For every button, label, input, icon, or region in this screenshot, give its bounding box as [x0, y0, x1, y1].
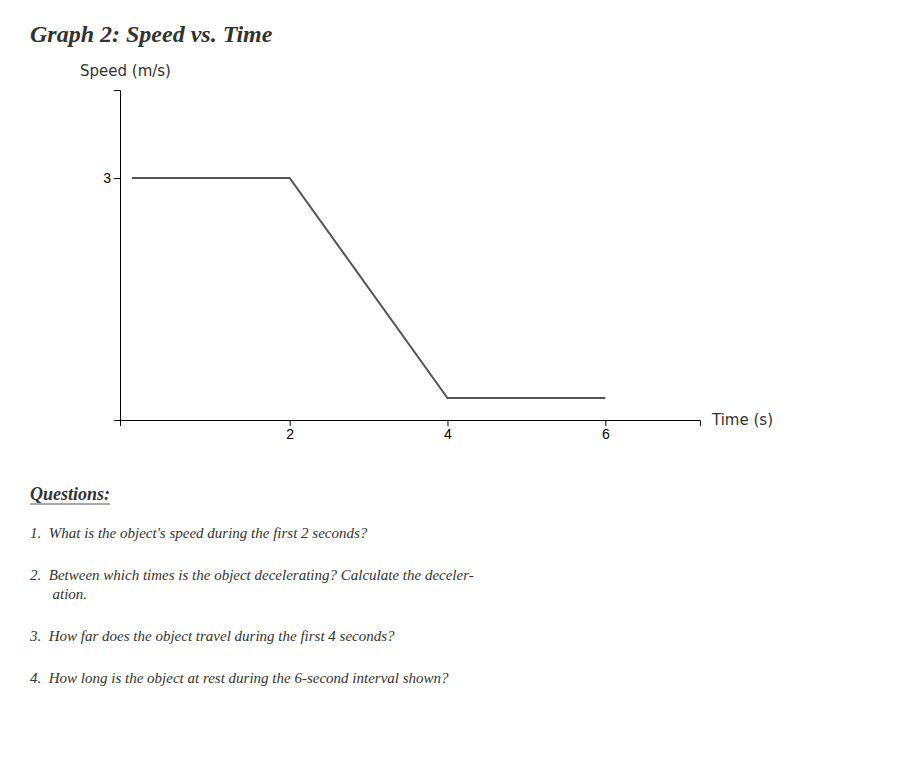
y-tick: 3 — [103, 170, 120, 186]
questions-heading: Questions: — [30, 484, 110, 504]
x-tick: 6 — [602, 420, 610, 442]
question: 4. How long is the object at rest during… — [30, 670, 449, 686]
question: 2. Between which times is the object dec… — [30, 567, 474, 602]
x-tick-label: 6 — [602, 426, 610, 442]
x-tick: 4 — [444, 420, 452, 442]
y-tick-label: 3 — [103, 170, 111, 186]
x-axis-label: Time (s) — [711, 411, 773, 429]
speed-line — [132, 178, 605, 398]
x-axis: 2 4 6 — [121, 420, 701, 442]
y-tick-mark — [114, 178, 120, 179]
y-axis-label: Speed (m/s) — [80, 62, 171, 80]
x-tick-label: 2 — [286, 426, 294, 442]
plot: 2 4 6 3 Time (s) Speed (m/s) — [80, 62, 773, 442]
heading-underline — [30, 503, 110, 504]
x-tick: 2 — [286, 420, 294, 442]
x-tick-label: 4 — [444, 426, 452, 442]
question: 3. How far does the object travel during… — [29, 628, 395, 644]
marks — [132, 178, 605, 398]
title: Graph 2: Speed vs. Time — [30, 21, 273, 47]
question: 1. What is the object's speed during the… — [30, 525, 368, 541]
y-axis: 3 — [103, 91, 120, 421]
x-axis-line — [121, 421, 701, 427]
y-axis-line — [114, 91, 121, 421]
chart: Graph 2: Speed vs. Time 2 4 6 3 Time (s) Speed… — [0, 0, 906, 774]
